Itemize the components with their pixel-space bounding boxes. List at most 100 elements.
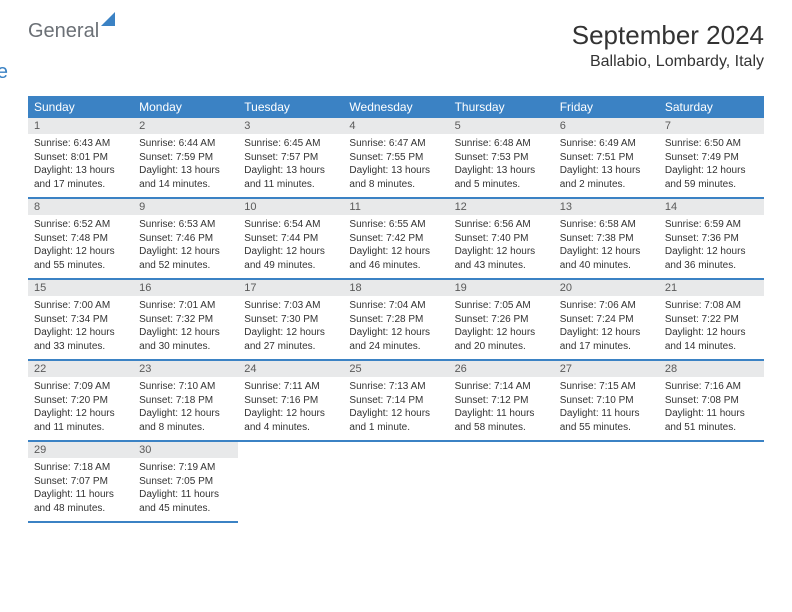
day-cell: [554, 441, 659, 522]
day-number: 11: [343, 199, 448, 215]
day-details: Sunrise: 6:43 AMSunset: 8:01 PMDaylight:…: [28, 134, 133, 197]
sunrise-line: Sunrise: 6:56 AM: [455, 218, 548, 232]
sunrise-line: Sunrise: 7:19 AM: [139, 461, 232, 475]
sunrise-line: Sunrise: 6:58 AM: [560, 218, 653, 232]
sunset-line: Sunset: 7:24 PM: [560, 313, 653, 327]
day-details: Sunrise: 7:09 AMSunset: 7:20 PMDaylight:…: [28, 377, 133, 440]
daylight-line: Daylight: 12 hours and 36 minutes.: [665, 245, 758, 272]
day-cell: 21Sunrise: 7:08 AMSunset: 7:22 PMDayligh…: [659, 279, 764, 360]
sunrise-line: Sunrise: 6:43 AM: [34, 137, 127, 151]
sunset-line: Sunset: 7:51 PM: [560, 151, 653, 165]
day-number: 6: [554, 118, 659, 134]
sunset-line: Sunset: 7:59 PM: [139, 151, 232, 165]
day-details: Sunrise: 7:11 AMSunset: 7:16 PMDaylight:…: [238, 377, 343, 440]
sunset-line: Sunset: 7:28 PM: [349, 313, 442, 327]
daylight-line: Daylight: 12 hours and 1 minute.: [349, 407, 442, 434]
day-details: Sunrise: 7:05 AMSunset: 7:26 PMDaylight:…: [449, 296, 554, 359]
sunrise-line: Sunrise: 6:54 AM: [244, 218, 337, 232]
daylight-line: Daylight: 11 hours and 45 minutes.: [139, 488, 232, 515]
day-cell: 29Sunrise: 7:18 AMSunset: 7:07 PMDayligh…: [28, 441, 133, 522]
day-details: Sunrise: 6:45 AMSunset: 7:57 PMDaylight:…: [238, 134, 343, 197]
sunrise-line: Sunrise: 6:59 AM: [665, 218, 758, 232]
sunset-line: Sunset: 7:10 PM: [560, 394, 653, 408]
day-number: 30: [133, 442, 238, 458]
daylight-line: Daylight: 12 hours and 30 minutes.: [139, 326, 232, 353]
day-cell: 23Sunrise: 7:10 AMSunset: 7:18 PMDayligh…: [133, 360, 238, 441]
week-row: 22Sunrise: 7:09 AMSunset: 7:20 PMDayligh…: [28, 360, 764, 441]
sunset-line: Sunset: 7:49 PM: [665, 151, 758, 165]
week-row: 29Sunrise: 7:18 AMSunset: 7:07 PMDayligh…: [28, 441, 764, 522]
daylight-line: Daylight: 12 hours and 24 minutes.: [349, 326, 442, 353]
daylight-line: Daylight: 13 hours and 2 minutes.: [560, 164, 653, 191]
daylight-line: Daylight: 13 hours and 11 minutes.: [244, 164, 337, 191]
day-number: 27: [554, 361, 659, 377]
day-cell: 12Sunrise: 6:56 AMSunset: 7:40 PMDayligh…: [449, 198, 554, 279]
sunset-line: Sunset: 7:08 PM: [665, 394, 758, 408]
day-details: Sunrise: 6:54 AMSunset: 7:44 PMDaylight:…: [238, 215, 343, 278]
day-number: 7: [659, 118, 764, 134]
sunset-line: Sunset: 7:05 PM: [139, 475, 232, 489]
day-details: Sunrise: 6:58 AMSunset: 7:38 PMDaylight:…: [554, 215, 659, 278]
sunrise-line: Sunrise: 7:06 AM: [560, 299, 653, 313]
weekday-header: Tuesday: [238, 96, 343, 118]
day-number: 4: [343, 118, 448, 134]
sunset-line: Sunset: 7:46 PM: [139, 232, 232, 246]
daylight-line: Daylight: 13 hours and 8 minutes.: [349, 164, 442, 191]
day-number: 1: [28, 118, 133, 134]
sunrise-line: Sunrise: 7:13 AM: [349, 380, 442, 394]
sunrise-line: Sunrise: 7:09 AM: [34, 380, 127, 394]
daylight-line: Daylight: 12 hours and 59 minutes.: [665, 164, 758, 191]
day-number: 25: [343, 361, 448, 377]
day-number: 14: [659, 199, 764, 215]
day-cell: 22Sunrise: 7:09 AMSunset: 7:20 PMDayligh…: [28, 360, 133, 441]
day-cell: 6Sunrise: 6:49 AMSunset: 7:51 PMDaylight…: [554, 118, 659, 198]
header: General Blue September 2024 Ballabio, Lo…: [28, 20, 764, 84]
day-details: Sunrise: 6:55 AMSunset: 7:42 PMDaylight:…: [343, 215, 448, 278]
day-details: Sunrise: 7:19 AMSunset: 7:05 PMDaylight:…: [133, 458, 238, 521]
sunset-line: Sunset: 7:57 PM: [244, 151, 337, 165]
daylight-line: Daylight: 13 hours and 5 minutes.: [455, 164, 548, 191]
daylight-line: Daylight: 12 hours and 40 minutes.: [560, 245, 653, 272]
day-cell: 13Sunrise: 6:58 AMSunset: 7:38 PMDayligh…: [554, 198, 659, 279]
daylight-line: Daylight: 12 hours and 14 minutes.: [665, 326, 758, 353]
sunset-line: Sunset: 7:22 PM: [665, 313, 758, 327]
weekday-header: Saturday: [659, 96, 764, 118]
location: Ballabio, Lombardy, Italy: [572, 53, 764, 71]
day-number: 28: [659, 361, 764, 377]
daylight-line: Daylight: 12 hours and 55 minutes.: [34, 245, 127, 272]
sunset-line: Sunset: 7:34 PM: [34, 313, 127, 327]
sunset-line: Sunset: 7:07 PM: [34, 475, 127, 489]
day-details: Sunrise: 7:08 AMSunset: 7:22 PMDaylight:…: [659, 296, 764, 359]
day-number: 19: [449, 280, 554, 296]
daylight-line: Daylight: 12 hours and 46 minutes.: [349, 245, 442, 272]
day-details: Sunrise: 7:14 AMSunset: 7:12 PMDaylight:…: [449, 377, 554, 440]
sunset-line: Sunset: 7:55 PM: [349, 151, 442, 165]
day-cell: 9Sunrise: 6:53 AMSunset: 7:46 PMDaylight…: [133, 198, 238, 279]
sunset-line: Sunset: 7:18 PM: [139, 394, 232, 408]
day-details: Sunrise: 7:03 AMSunset: 7:30 PMDaylight:…: [238, 296, 343, 359]
day-number: 23: [133, 361, 238, 377]
day-cell: [659, 441, 764, 522]
daylight-line: Daylight: 11 hours and 51 minutes.: [665, 407, 758, 434]
day-number: 29: [28, 442, 133, 458]
sunset-line: Sunset: 7:12 PM: [455, 394, 548, 408]
day-details: Sunrise: 7:13 AMSunset: 7:14 PMDaylight:…: [343, 377, 448, 440]
daylight-line: Daylight: 12 hours and 49 minutes.: [244, 245, 337, 272]
day-details: Sunrise: 7:01 AMSunset: 7:32 PMDaylight:…: [133, 296, 238, 359]
sunrise-line: Sunrise: 6:53 AM: [139, 218, 232, 232]
daylight-line: Daylight: 13 hours and 17 minutes.: [34, 164, 127, 191]
day-cell: 14Sunrise: 6:59 AMSunset: 7:36 PMDayligh…: [659, 198, 764, 279]
day-cell: 7 Sunrise: 6:50 AMSunset: 7:49 PMDaylight…: [659, 118, 764, 198]
sunrise-line: Sunrise: 6:50 AM: [665, 137, 758, 151]
sunrise-line: Sunrise: 7:05 AM: [455, 299, 548, 313]
daylight-line: Daylight: 12 hours and 33 minutes.: [34, 326, 127, 353]
logo: General Blue: [28, 20, 115, 84]
sunset-line: Sunset: 7:14 PM: [349, 394, 442, 408]
day-cell: 3Sunrise: 6:45 AMSunset: 7:57 PMDaylight…: [238, 118, 343, 198]
day-cell: 15Sunrise: 7:00 AMSunset: 7:34 PMDayligh…: [28, 279, 133, 360]
day-cell: [343, 441, 448, 522]
day-cell: 26Sunrise: 7:14 AMSunset: 7:12 PMDayligh…: [449, 360, 554, 441]
day-cell: [238, 441, 343, 522]
day-number: 5: [449, 118, 554, 134]
daylight-line: Daylight: 11 hours and 48 minutes.: [34, 488, 127, 515]
